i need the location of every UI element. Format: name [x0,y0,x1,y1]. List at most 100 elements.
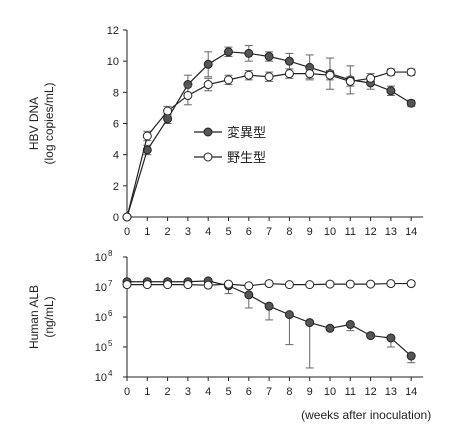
wildtype-data-point [325,279,335,289]
wildtype-data-point [305,69,315,79]
mutant-data-point [386,333,396,343]
mutant-data-point [264,51,274,61]
y-tick-exponent: 4 [108,369,113,378]
wildtype-data-point [284,280,294,290]
wildtype-data-point [305,280,315,290]
wildtype-data-point [122,280,132,290]
x-tick-label: 13 [385,226,397,238]
x-tick-label: 12 [364,386,376,398]
legend-marker-wildtype [203,152,213,162]
mutant-data-point [284,310,294,320]
x-tick-label: 1 [144,386,150,398]
x-tick-label: 2 [165,226,171,238]
x-tick-label: 2 [165,386,171,398]
x-tick-label: 11 [345,226,356,238]
y-axis-label: (log copies/mL) [42,82,56,164]
wildtype-data-point [183,280,193,290]
x-tick-label: 7 [266,226,272,238]
wildtype-data-point [183,90,193,100]
y-tick-label: 10 [95,342,107,354]
wildtype-data-point [366,279,376,289]
x-tick-label: 14 [405,226,417,238]
y-tick-label: 10 [95,372,107,384]
y-tick-label: 10 [107,56,119,68]
y-tick-exponent: 7 [108,279,113,288]
mutant-data-point [264,301,274,311]
wildtype-data-point [386,67,396,77]
wildtype-data-point [163,280,173,290]
wildtype-data-point [224,75,233,85]
y-tick-label: 10 [95,282,107,294]
x-tick-label: 6 [246,386,252,398]
wildtype-data-point [386,279,396,289]
y-tick-label: 8 [113,87,119,99]
mutant-data-point [244,48,254,58]
legend-marker-mutant [203,127,213,137]
wildtype-data-point [345,279,355,289]
y-tick-exponent: 8 [108,249,113,258]
y-tick-exponent: 5 [108,339,113,348]
x-tick-label: 3 [185,226,191,238]
y-tick-exponent: 6 [108,309,113,318]
human-alb-panel: 10 410 510 610 710 80 1 2 3 4 5 6 7 8 9 10 11 12 13 14Human… [27,249,431,422]
y-tick-label: 2 [113,181,119,193]
wildtype-data-point [203,280,213,290]
wildtype-data-point [163,106,173,116]
x-tick-label: 8 [286,386,292,398]
wildtype-data-point [224,279,233,289]
x-tick-label: 10 [324,386,336,398]
wildtype-data-point [264,279,274,289]
y-tick-label: 4 [113,150,119,162]
mutant-data-point [203,59,213,69]
x-tick-label: 0 [124,386,130,398]
x-tick-label: 1 [144,226,150,238]
mutant-data-point [406,351,416,361]
x-tick-label: 12 [364,226,376,238]
mutant-data-point [224,47,233,57]
x-tick-label: 7 [266,386,272,398]
mutant-data-point [284,56,294,66]
x-tick-label: 9 [307,386,313,398]
y-tick-label: 10 [95,252,107,264]
wildtype-data-point [345,76,355,86]
legend-label-mutant: 変異型 [227,125,266,140]
mutant-data-point [305,318,315,328]
wildtype-data-point [122,212,132,222]
x-tick-label: 5 [225,226,231,238]
x-tick-label: 11 [345,386,356,398]
wildtype-data-point [325,70,335,80]
wildtype-data-point [264,72,274,82]
y-tick-label: 0 [113,212,119,224]
wildtype-data-point [406,67,416,77]
x-tick-label: 6 [246,226,252,238]
x-tick-label: 10 [324,226,336,238]
x-tick-label: 4 [205,386,211,398]
wildtype-series-line [126,71,412,218]
wildtype-data-point [203,80,213,90]
wildtype-data-point [142,131,152,141]
x-tick-label: 3 [185,386,191,398]
wildtype-data-point [366,73,376,83]
mutant-data-point [345,320,355,330]
mutant-data-point [366,331,376,341]
x-tick-label: 8 [286,226,292,238]
x-tick-label: 14 [405,386,417,398]
legend-label-wildtype: 野生型 [227,150,266,165]
y-tick-label: 10 [95,312,107,324]
x-tick-label: 0 [124,226,130,238]
wildtype-data-point [142,280,152,290]
y-tick-label: 12 [107,25,119,37]
y-axis-label: Human ALB [27,285,41,349]
y-tick-label: 6 [113,119,119,131]
x-tick-label: 4 [205,226,211,238]
wildtype-data-point [284,69,294,79]
mutant-data-point [406,98,416,108]
x-tick-label: 5 [225,386,231,398]
x-tick-label: 9 [307,226,313,238]
mutant-data-point [386,86,396,96]
y-axis-label: HBV DNA [27,97,41,150]
mutant-data-point [325,323,335,333]
y-axis-label: (ng/mL) [42,296,56,337]
